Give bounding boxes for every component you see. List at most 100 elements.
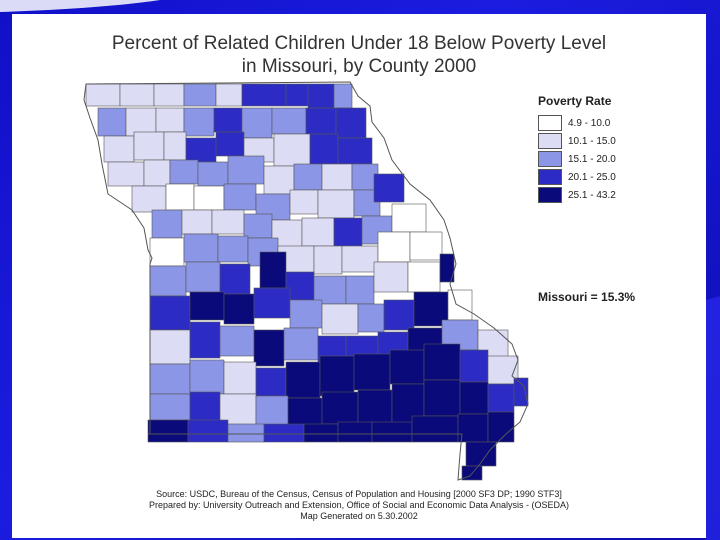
county [263, 165, 295, 195]
county [345, 275, 375, 305]
county [97, 107, 127, 137]
county [447, 289, 473, 321]
county [305, 107, 337, 135]
county [149, 329, 191, 365]
county [183, 107, 215, 137]
county [85, 83, 121, 107]
source-note: Source: USDC, Bureau of the Census, Cens… [12, 489, 706, 522]
county [189, 359, 225, 395]
county [335, 107, 367, 139]
county [189, 291, 225, 321]
county [183, 233, 219, 263]
county [439, 253, 455, 283]
county [241, 83, 287, 107]
slide-content: Percent of Related Children Under 18 Bel… [12, 14, 706, 538]
legend-item: 4.9 - 10.0 [538, 114, 678, 132]
county [227, 423, 265, 443]
county [133, 131, 165, 161]
county [285, 83, 309, 107]
generated-date-line: Map Generated on 5.30.2002 [300, 511, 418, 521]
county [457, 413, 489, 443]
title-line-1: Percent of Related Children Under 18 Bel… [111, 33, 607, 54]
county [149, 295, 191, 331]
county [213, 107, 243, 133]
county [211, 209, 245, 235]
county-polygons [85, 83, 529, 481]
legend-swatch [538, 115, 562, 131]
county [289, 299, 323, 329]
legend-item: 15.1 - 20.0 [538, 150, 678, 168]
county [223, 293, 255, 325]
county [219, 263, 251, 295]
county [357, 389, 393, 425]
county [373, 173, 405, 203]
county [217, 235, 249, 263]
legend-item: 25.1 - 43.2 [538, 186, 678, 204]
county [223, 183, 257, 211]
county [215, 83, 243, 107]
county [185, 261, 221, 293]
legend-item: 20.1 - 25.0 [538, 168, 678, 186]
county [423, 379, 461, 417]
missouri-county-map [83, 81, 529, 481]
county [149, 237, 185, 267]
county [459, 349, 489, 383]
prepared-by-line: Prepared by: University Outreach and Ext… [148, 500, 570, 510]
county [487, 383, 515, 413]
legend-item: 10.1 - 15.0 [538, 132, 678, 150]
county [333, 83, 353, 109]
county [271, 107, 307, 135]
county [333, 217, 363, 247]
county [189, 321, 221, 359]
county [165, 183, 195, 211]
county [131, 185, 167, 213]
county [227, 155, 265, 185]
county [151, 209, 183, 239]
county [149, 363, 191, 395]
legend-swatch [538, 133, 562, 149]
county [259, 251, 287, 289]
legend-label: 10.1 - 15.0 [568, 135, 616, 147]
county [377, 231, 411, 263]
county [103, 135, 135, 163]
county [513, 377, 529, 407]
county [309, 133, 339, 165]
county [149, 393, 191, 421]
county [389, 349, 425, 385]
county [487, 411, 515, 443]
county [169, 159, 199, 185]
county [253, 287, 291, 319]
county [243, 213, 273, 239]
county [187, 419, 229, 443]
county [255, 367, 287, 397]
county [289, 189, 319, 215]
legend-swatch [538, 187, 562, 203]
county [253, 329, 285, 367]
county [215, 131, 245, 157]
county [181, 209, 213, 235]
state-poverty-rate: Missouri = 15.3% [538, 290, 636, 304]
county [373, 261, 409, 293]
map-legend: Poverty Rate 4.9 - 10.0 10.1 - 15.0 15.1… [538, 94, 678, 204]
county [353, 353, 391, 391]
legend-title: Poverty Rate [538, 94, 612, 108]
county [487, 355, 519, 385]
title-line-2: in Missouri, by County 2000 [241, 56, 477, 77]
county [119, 83, 155, 107]
county [285, 271, 315, 301]
county [155, 107, 185, 133]
legend-label: 20.1 - 25.0 [568, 171, 616, 183]
county [301, 217, 335, 247]
county [255, 395, 289, 427]
state-outline [83, 81, 529, 481]
county [321, 163, 353, 191]
county [383, 299, 415, 331]
county [293, 163, 323, 191]
county [143, 159, 171, 187]
county [107, 161, 145, 187]
county [147, 419, 189, 443]
county [303, 423, 339, 443]
county [241, 107, 273, 139]
legend-swatch [538, 151, 562, 167]
